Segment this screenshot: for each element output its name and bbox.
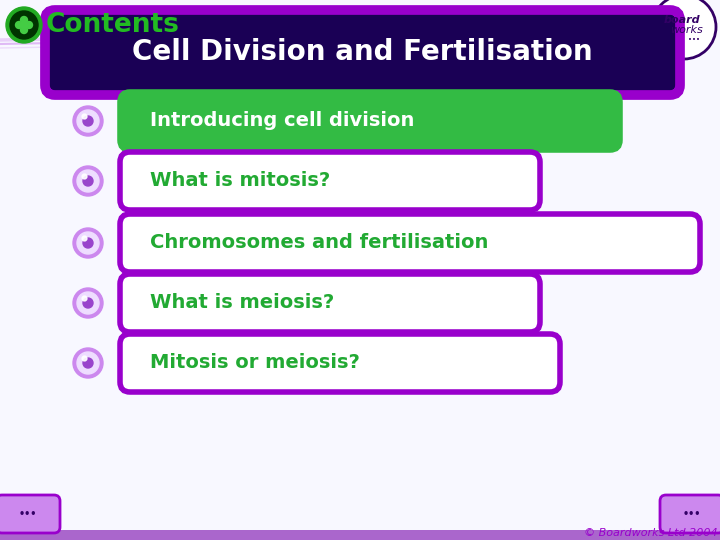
Circle shape — [77, 110, 99, 132]
Circle shape — [6, 7, 42, 43]
FancyBboxPatch shape — [0, 495, 60, 533]
FancyBboxPatch shape — [120, 334, 560, 392]
FancyBboxPatch shape — [120, 92, 620, 150]
Text: © Boardworks Ltd 2004: © Boardworks Ltd 2004 — [585, 528, 718, 538]
FancyBboxPatch shape — [45, 10, 680, 95]
Text: Cell Division and Fertilisation: Cell Division and Fertilisation — [132, 38, 593, 66]
Circle shape — [83, 238, 93, 248]
Circle shape — [73, 288, 103, 318]
Circle shape — [77, 352, 99, 374]
Text: Mitosis or meiosis?: Mitosis or meiosis? — [150, 354, 360, 373]
FancyBboxPatch shape — [660, 495, 720, 533]
Text: •••: ••• — [683, 509, 701, 519]
Circle shape — [73, 348, 103, 378]
FancyBboxPatch shape — [120, 274, 540, 332]
Text: What is meiosis?: What is meiosis? — [150, 294, 334, 313]
Circle shape — [16, 22, 22, 29]
Circle shape — [652, 0, 716, 59]
Circle shape — [20, 17, 27, 24]
Circle shape — [77, 292, 99, 314]
Circle shape — [83, 358, 93, 368]
Text: •••: ••• — [19, 509, 37, 519]
FancyBboxPatch shape — [0, 530, 720, 540]
Text: Contents: Contents — [46, 12, 180, 38]
Circle shape — [77, 232, 99, 254]
Text: Chromosomes and fertilisation: Chromosomes and fertilisation — [150, 233, 488, 253]
Circle shape — [25, 22, 32, 29]
Circle shape — [83, 176, 93, 186]
Text: What is mitosis?: What is mitosis? — [150, 172, 330, 191]
Circle shape — [83, 298, 93, 308]
Circle shape — [20, 26, 27, 33]
Text: works: works — [670, 25, 703, 35]
Text: board: board — [664, 15, 701, 25]
Circle shape — [73, 228, 103, 258]
Text: Introducing cell division: Introducing cell division — [150, 111, 415, 131]
FancyBboxPatch shape — [120, 152, 540, 210]
Text: •••: ••• — [688, 37, 700, 43]
Circle shape — [83, 116, 93, 126]
Circle shape — [73, 166, 103, 196]
Circle shape — [21, 22, 27, 28]
Circle shape — [73, 106, 103, 136]
FancyBboxPatch shape — [120, 214, 700, 272]
Circle shape — [10, 11, 38, 39]
Circle shape — [77, 170, 99, 192]
